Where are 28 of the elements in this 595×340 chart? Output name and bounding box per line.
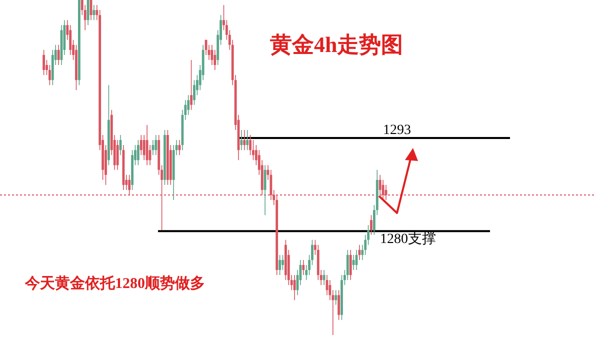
candlestick <box>264 164 266 216</box>
candlestick <box>86 0 90 26</box>
annotation: 1293 <box>383 123 411 138</box>
candlestick <box>278 254 281 276</box>
candlestick <box>293 274 296 301</box>
annotation: 今天黄金依托1280顺势做多 <box>24 275 205 292</box>
annotation: 1280支撑 <box>380 231 436 248</box>
candlestick <box>142 134 146 161</box>
candlestick <box>349 250 352 280</box>
candlestick <box>352 254 355 270</box>
candlestick <box>338 290 340 320</box>
candlestick <box>334 290 338 306</box>
candlestick <box>154 134 158 156</box>
candlestick <box>57 44 60 66</box>
candlestick <box>42 50 45 76</box>
candlestick <box>322 270 326 286</box>
candlestick <box>249 134 252 156</box>
candlestick <box>370 214 372 236</box>
candlestick <box>302 260 305 276</box>
candlestick <box>140 134 142 156</box>
candlestick <box>146 124 148 166</box>
candlestick <box>190 60 192 110</box>
candlestick <box>137 140 140 166</box>
text: 黄金4h走势图 <box>269 32 404 57</box>
candlestick <box>243 130 246 150</box>
candlestick <box>116 140 119 170</box>
candlestick <box>246 130 249 150</box>
candlestick <box>282 254 284 270</box>
